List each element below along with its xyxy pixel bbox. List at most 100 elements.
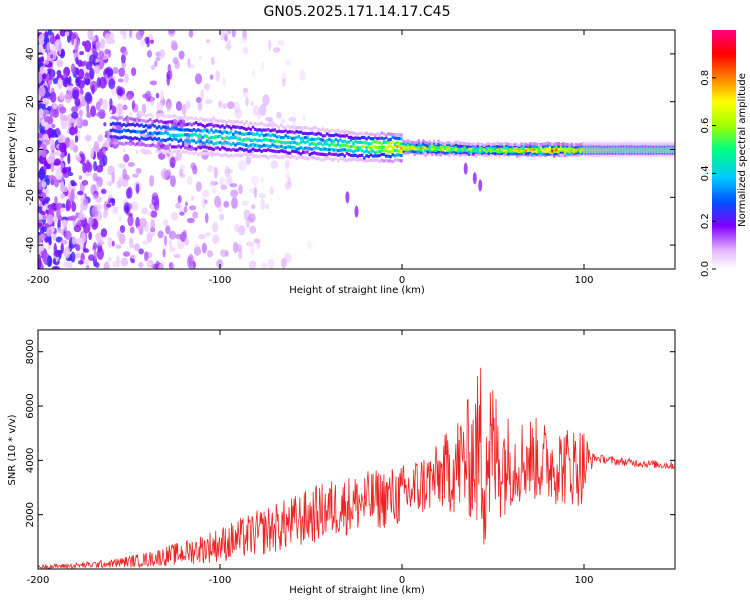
noise-blob: [142, 240, 149, 245]
noise-blob: [43, 37, 50, 44]
ridge-cell: [356, 136, 359, 140]
ridge-cell: [526, 143, 530, 147]
ridge-cell: [136, 130, 139, 134]
ridge-cell: [155, 131, 159, 136]
noise-blob: [241, 36, 248, 44]
ridge-cell: [146, 143, 150, 148]
ridge-cell: [463, 142, 467, 146]
ridge-cell: [160, 144, 163, 148]
ridge-cell: [234, 148, 237, 152]
ridge-cell: [299, 155, 303, 159]
ridge-tail-cell: [645, 152, 648, 156]
ridge-cell: [306, 132, 309, 136]
ridge-cell: [142, 142, 145, 147]
ridge-cell: [465, 153, 469, 157]
noise-blob: [117, 78, 124, 83]
noise-blob: [200, 88, 205, 100]
ridge-tail-cell: [599, 141, 602, 145]
noise-blob: [172, 57, 179, 65]
noise-blob: [77, 116, 84, 129]
ridge-cell: [282, 129, 285, 134]
noise-blob: [249, 225, 257, 234]
ridge-tail-cell: [643, 143, 646, 147]
ridge-cell: [157, 143, 161, 147]
ridge-cell: [395, 149, 399, 153]
ridge-cell: [417, 151, 421, 155]
ridge-cell: [625, 145, 628, 150]
noise-blob: [135, 216, 141, 229]
ridge-cell: [433, 139, 436, 143]
noise-blob: [122, 104, 128, 111]
ridge-cell: [437, 153, 440, 157]
ridge-cell: [494, 142, 497, 146]
ridge-cell: [518, 148, 521, 152]
ridge-cell: [668, 153, 672, 157]
noise-blob: [234, 223, 240, 232]
ridge-cell: [114, 122, 117, 126]
ridge-cell: [264, 144, 268, 148]
ridge-cell: [347, 153, 351, 157]
ridge-cell: [474, 143, 477, 147]
ridge-cell: [345, 151, 349, 155]
ridge-cell: [371, 154, 375, 158]
ridge-cell: [522, 150, 525, 154]
ridge-cell: [367, 142, 370, 146]
noise-blob: [249, 187, 257, 194]
ridge-cell: [417, 144, 421, 148]
ridge-cell: [668, 151, 672, 155]
ridge-cell: [133, 136, 137, 140]
ridge-tail-cell: [621, 146, 624, 149]
noise-blob: [175, 233, 182, 240]
ridge-cell: [306, 126, 309, 130]
ridge-cell: [245, 127, 248, 131]
ridge-tail-cell: [588, 146, 591, 149]
ridge-cell: [267, 133, 270, 137]
ridge-cell: [356, 140, 359, 144]
ridge-cell: [267, 148, 270, 152]
ridge-tail-cell: [596, 148, 599, 151]
ridge-cell: [203, 118, 207, 122]
noise-blob: [281, 70, 287, 83]
noise-blob: [85, 264, 90, 269]
ridge-cell: [205, 134, 209, 138]
ridge-cell: [339, 130, 342, 134]
ridge-cell: [319, 141, 322, 145]
noise-blob: [73, 225, 82, 233]
noise-blob: [258, 192, 266, 199]
ridge-cell: [229, 142, 233, 147]
ridge-cell: [155, 126, 159, 130]
ridge-cell: [365, 131, 368, 135]
noise-blob: [111, 240, 115, 247]
ridge-cell: [463, 153, 467, 157]
noise-blob: [79, 51, 84, 56]
ridge-tail-cell: [637, 148, 640, 151]
ridge-cell: [529, 148, 532, 152]
noise-blob: [61, 114, 69, 122]
ridge-cell: [350, 131, 353, 135]
ridge-tail-cell: [643, 154, 646, 158]
noise-blob: [43, 115, 51, 123]
ridge-cell: [520, 142, 523, 146]
ridge-cell: [415, 142, 418, 147]
ridge-cell: [343, 154, 346, 158]
ridge-tail-cell: [593, 141, 597, 145]
noise-blob: [219, 213, 225, 221]
ridge-cell: [201, 141, 204, 145]
noise-blob: [84, 91, 92, 103]
ridge-cell: [304, 126, 307, 130]
ridge-cell: [391, 153, 394, 157]
ridge-cell: [216, 152, 220, 156]
ridge-tail-cell: [656, 141, 659, 145]
noise-blob: [57, 133, 66, 144]
ridge-tail-cell: [651, 141, 654, 145]
ridge-cell: [280, 140, 283, 144]
ridge-cell: [301, 136, 305, 140]
ridge-cell: [470, 153, 473, 157]
ridge-cell: [472, 147, 475, 151]
ridge-cell: [282, 125, 285, 129]
ridge-cell: [446, 150, 449, 155]
ridge-tail-cell: [659, 139, 662, 143]
ridge-cell: [657, 153, 661, 157]
noise-blob: [130, 254, 137, 259]
ridge-cell: [581, 151, 584, 155]
